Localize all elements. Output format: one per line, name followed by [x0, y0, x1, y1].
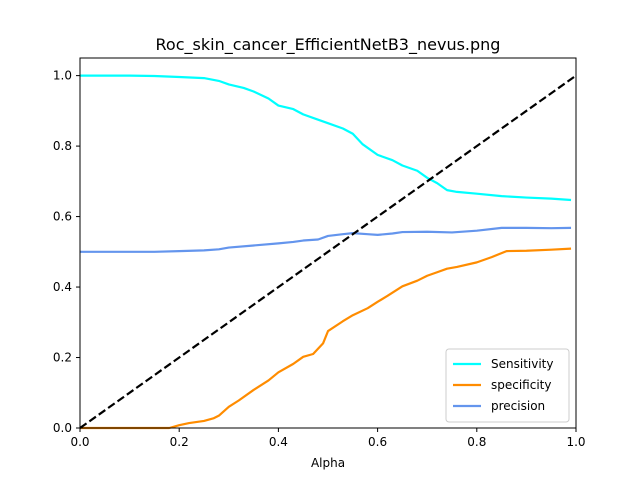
y-tick-label: 0.0 — [53, 421, 72, 435]
legend-label-specificity: specificity — [491, 378, 551, 392]
legend-box — [445, 348, 570, 423]
y-tick-label: 0.4 — [53, 280, 72, 294]
series-line-sensitivity — [80, 74, 572, 202]
x-tick-label: 1.0 — [566, 435, 585, 449]
plot-lines — [79, 74, 577, 430]
x-tick-label: 0.2 — [170, 435, 189, 449]
x-tick-label: 0.4 — [269, 435, 288, 449]
y-tick-label: 0.6 — [53, 210, 72, 224]
y-tick-label: 0.8 — [53, 139, 72, 153]
series-line-precision — [80, 226, 572, 253]
x-tick-label: 0.0 — [70, 435, 89, 449]
x-axis-ticks: 0.0 0.2 0.4 0.6 0.8 1.0 — [70, 428, 586, 449]
series-line-diagonal — [79, 74, 577, 429]
legend: Sensitivity specificity precision — [445, 348, 570, 423]
y-tick-label: 0.2 — [53, 351, 72, 365]
legend-label-sensitivity: Sensitivity — [491, 357, 553, 371]
x-axis-label: Alpha — [311, 456, 345, 470]
plot-frame — [79, 57, 577, 429]
x-tick-label: 0.8 — [467, 435, 486, 449]
series-line-specificity — [80, 247, 572, 430]
chart-title: Roc_skin_cancer_EfficientNetB3_nevus.png — [156, 35, 501, 55]
y-tick-label: 1.0 — [53, 69, 72, 83]
legend-label-precision: precision — [491, 399, 545, 413]
y-axis-ticks: 0.0 0.2 0.4 0.6 0.8 1.0 — [53, 69, 80, 435]
x-tick-label: 0.6 — [368, 435, 387, 449]
